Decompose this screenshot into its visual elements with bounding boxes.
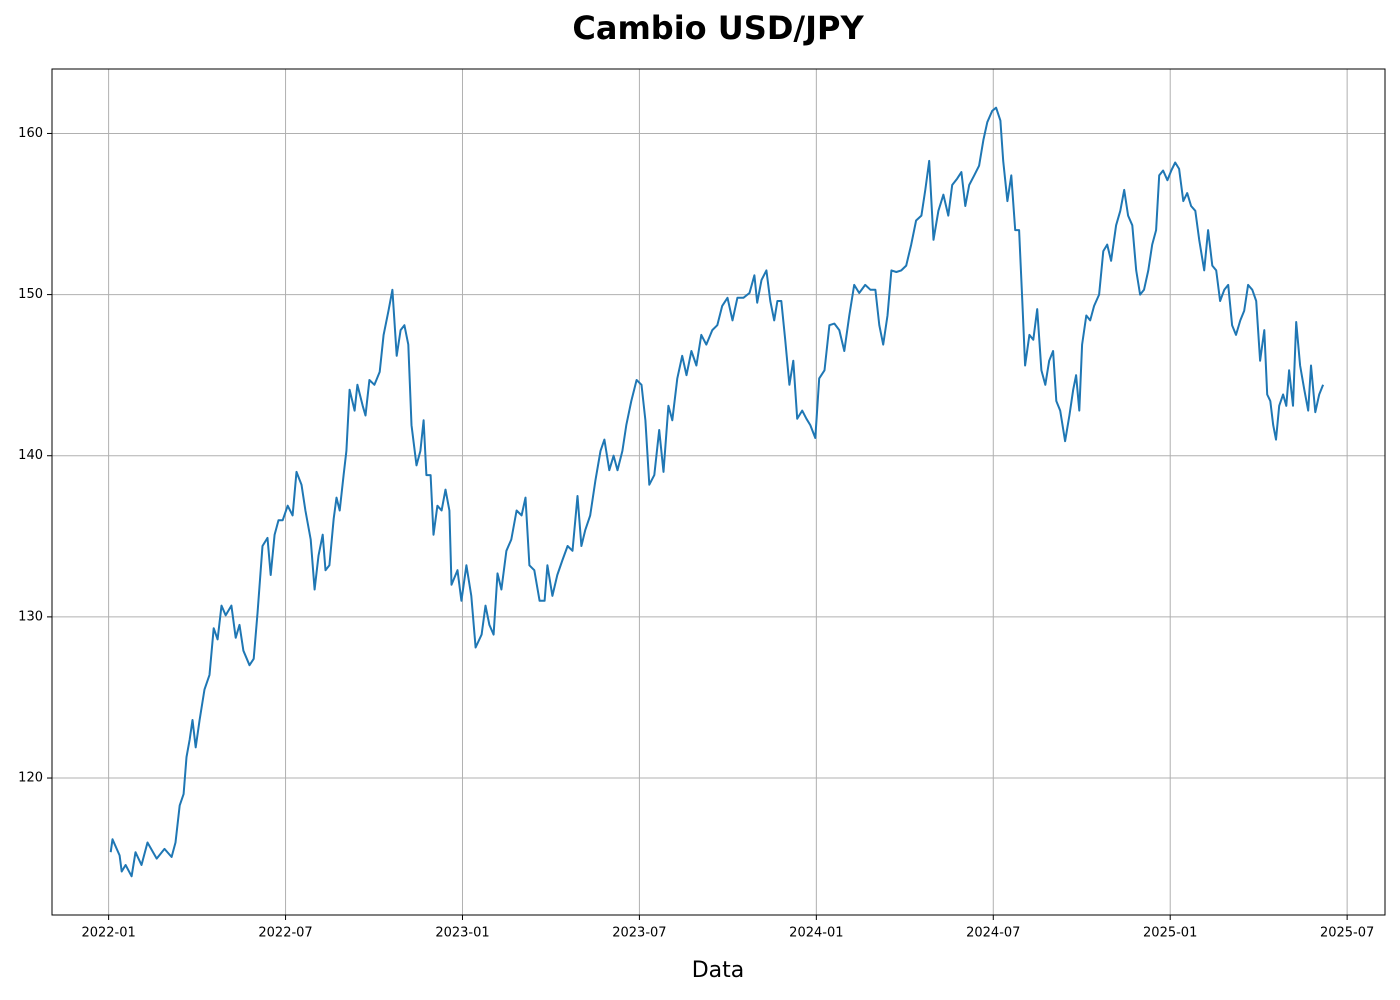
x-tick-label: 2023-07 [612, 926, 666, 941]
y-tick-label: 120 [18, 771, 43, 786]
chart-title: Cambio USD/JPY [572, 9, 864, 47]
data-line [109, 106, 1325, 878]
x-tick-label: 2023-01 [435, 926, 489, 941]
x-tick-label: 2022-01 [81, 926, 135, 941]
y-tick-label: 140 [18, 448, 43, 463]
y-tick-label: 150 [18, 287, 43, 302]
x-tick-label: 2025-01 [1143, 926, 1197, 941]
x-tick-label: 2024-07 [966, 926, 1020, 941]
y-tick-label: 160 [18, 126, 43, 141]
y-tick-label: 130 [18, 609, 43, 624]
x-tick-label: 2024-01 [789, 926, 843, 941]
plot-frame [51, 68, 1386, 916]
x-tick-label: 2025-07 [1320, 926, 1374, 941]
x-axis-label: Data [692, 958, 745, 983]
x-tick-label: 2022-07 [258, 926, 312, 941]
